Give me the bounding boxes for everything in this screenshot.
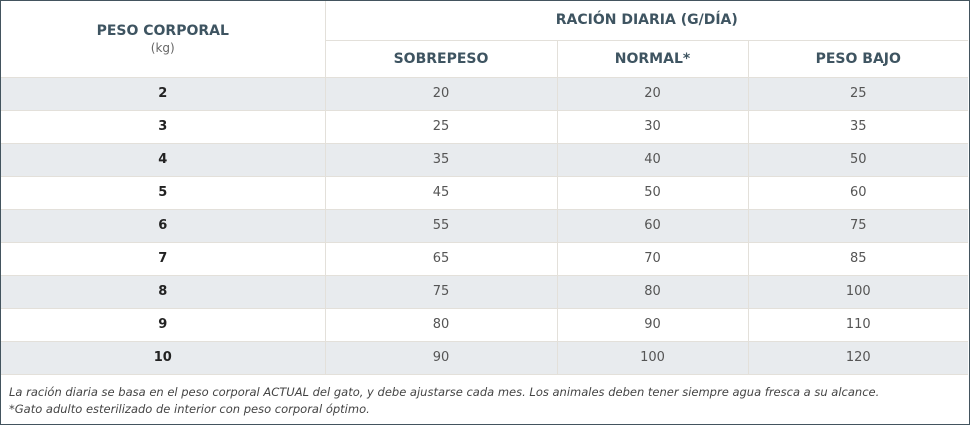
ration-cell: 70 (557, 242, 749, 276)
table-row: 6 55 60 75 (1, 209, 968, 243)
col-header-normal: NORMAL* (557, 40, 749, 78)
ration-cell: 80 (325, 308, 558, 342)
ration-cell: 25 (325, 110, 558, 144)
ration-cell: 50 (748, 143, 968, 177)
table-row: 5 45 50 60 (1, 176, 968, 210)
footnote-normal: *Gato adulto esterilizado de interior co… (9, 401, 370, 416)
ration-cell: 60 (557, 209, 749, 243)
table-row: 7 65 70 85 (1, 242, 968, 276)
ration-cell: 90 (557, 308, 749, 342)
ration-cell: 75 (325, 275, 558, 309)
weight-cell: 6 (1, 209, 326, 243)
ration-cell: 90 (325, 341, 558, 375)
ration-cell: 40 (557, 143, 749, 177)
weight-unit: (kg) (150, 40, 175, 55)
footnote-ration: La ración diaria se basa en el peso corp… (9, 384, 880, 399)
ration-cell: 100 (748, 275, 968, 309)
footnotes: La ración diaria se basa en el peso corp… (1, 375, 969, 427)
ration-cell: 45 (325, 176, 558, 210)
weight-cell: 8 (1, 275, 326, 309)
ration-cell: 50 (557, 176, 749, 210)
col-header-sobrepeso: SOBREPESO (325, 40, 558, 78)
weight-header: PESO CORPORAL (kg) (1, 1, 326, 78)
ration-cell: 25 (748, 77, 968, 111)
table-row: 10 90 100 120 (1, 341, 968, 375)
ration-cell: 55 (325, 209, 558, 243)
table-row: 8 75 80 100 (1, 275, 968, 309)
weight-cell: 7 (1, 242, 326, 276)
ration-cell: 75 (748, 209, 968, 243)
ration-cell: 65 (325, 242, 558, 276)
ration-cell: 80 (557, 275, 749, 309)
ration-cell: 120 (748, 341, 968, 375)
ration-cell: 35 (325, 143, 558, 177)
ration-cell: 60 (748, 176, 968, 210)
col-header-peso-bajo: PESO BAJO (748, 40, 968, 78)
weight-cell: 10 (1, 341, 326, 375)
weight-cell: 3 (1, 110, 326, 144)
table-row: 2 20 20 25 (1, 77, 968, 111)
ration-cell: 20 (557, 77, 749, 111)
weight-cell: 9 (1, 308, 326, 342)
feeding-table: PESO CORPORAL (kg) RACIÓN DIARIA (G/DÍA) … (1, 1, 968, 375)
ration-cell: 100 (557, 341, 749, 375)
ration-cell: 30 (557, 110, 749, 144)
weight-cell: 5 (1, 176, 326, 210)
weight-header-title: PESO CORPORAL (96, 22, 229, 39)
weight-cell: 2 (1, 77, 326, 111)
ration-header: RACIÓN DIARIA (G/DÍA) (325, 1, 968, 41)
ration-cell: 35 (748, 110, 968, 144)
ration-cell: 110 (748, 308, 968, 342)
ration-cell: 85 (748, 242, 968, 276)
weight-cell: 4 (1, 143, 326, 177)
ration-cell: 20 (325, 77, 558, 111)
table-row: 3 25 30 35 (1, 110, 968, 144)
table-row: 9 80 90 110 (1, 308, 968, 342)
table-row: 4 35 40 50 (1, 143, 968, 177)
